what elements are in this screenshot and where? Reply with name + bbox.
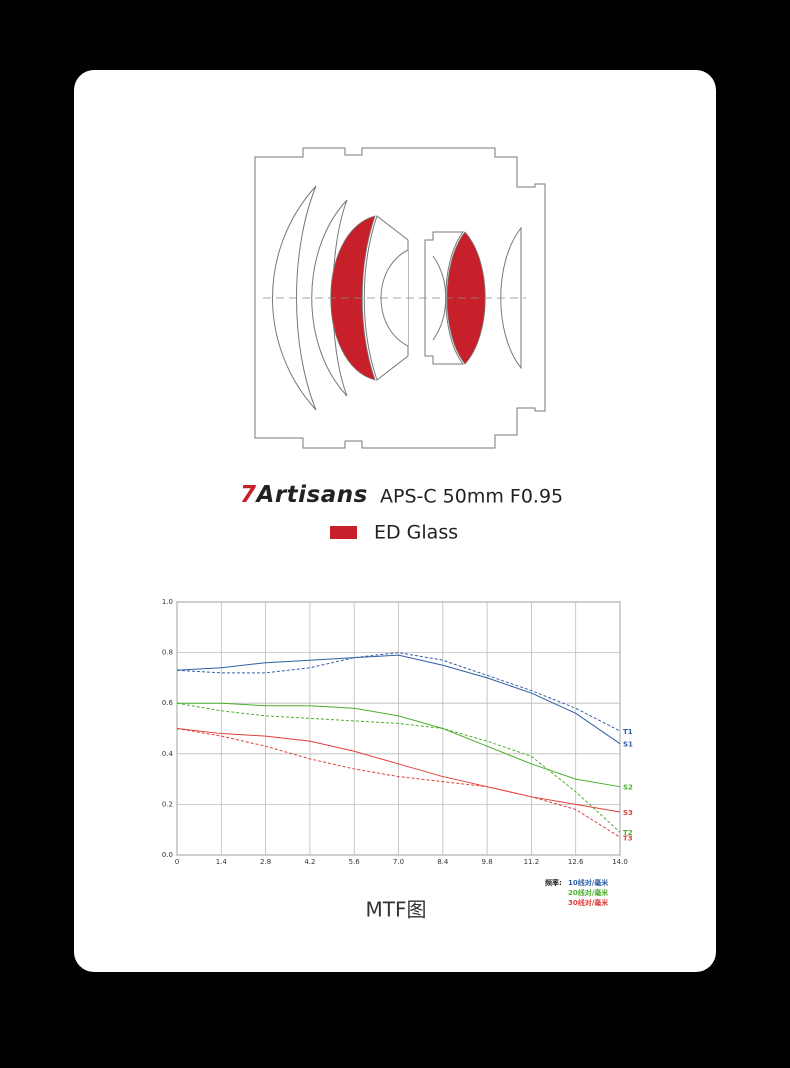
x-tick-label: 8.4 xyxy=(437,858,449,866)
x-tick-label: 2.8 xyxy=(260,858,271,866)
series-label: S2 xyxy=(623,784,633,792)
legend-item: 30线对/毫米 xyxy=(568,898,609,907)
y-tick-label: 0.2 xyxy=(162,800,173,808)
series-line xyxy=(176,702,621,833)
legend-label: ED Glass xyxy=(374,522,458,544)
series-line xyxy=(177,702,621,788)
legend-item: 10线对/毫米 xyxy=(568,878,609,887)
ed-glass-element xyxy=(330,215,376,381)
series-line xyxy=(176,652,621,732)
lens-model: APS-C 50mm F0.95 xyxy=(380,486,563,508)
x-tick-label: 14.0 xyxy=(612,858,628,866)
plot: 0.0 0.2 0.4 0.6 0.8 1.0 0 1.4 2.8 4.2 5.6 7.0 8.4 9.8… xyxy=(162,598,633,907)
x-tick-label: 11.2 xyxy=(524,858,540,866)
legend-item: 20线对/毫米 xyxy=(568,888,609,897)
series-line xyxy=(176,728,621,813)
series-line xyxy=(176,654,621,745)
series-line xyxy=(176,728,621,838)
y-tick-label: 0.6 xyxy=(162,699,174,707)
y-tick-label: 0.4 xyxy=(162,750,174,758)
lens-diagram xyxy=(254,147,546,449)
series-label: T1 xyxy=(623,728,633,736)
x-tick-label: 9.8 xyxy=(482,858,493,866)
x-tick-label: 1.4 xyxy=(216,858,228,866)
brand: 7Artisans xyxy=(240,482,368,508)
legend-title: 频率: xyxy=(545,878,562,887)
series-label: S1 xyxy=(623,741,633,749)
x-tick-label: 12.6 xyxy=(568,858,584,866)
x-tick-label: 5.6 xyxy=(349,858,361,866)
x-tick-label: 0 xyxy=(175,858,179,866)
series-label: T3 xyxy=(623,834,633,842)
y-tick-label: 0.0 xyxy=(162,851,173,859)
ed-glass-element xyxy=(446,231,486,365)
x-tick-label: 7.0 xyxy=(393,858,404,866)
y-tick-label: 0.8 xyxy=(162,649,173,657)
series-label: S3 xyxy=(623,809,633,817)
y-tick-label: 1.0 xyxy=(162,598,173,606)
series-label: T2 xyxy=(623,829,633,837)
x-tick-label: 4.2 xyxy=(304,858,315,866)
legend-swatch xyxy=(330,526,357,539)
chart-title: MTF图 xyxy=(366,898,427,922)
